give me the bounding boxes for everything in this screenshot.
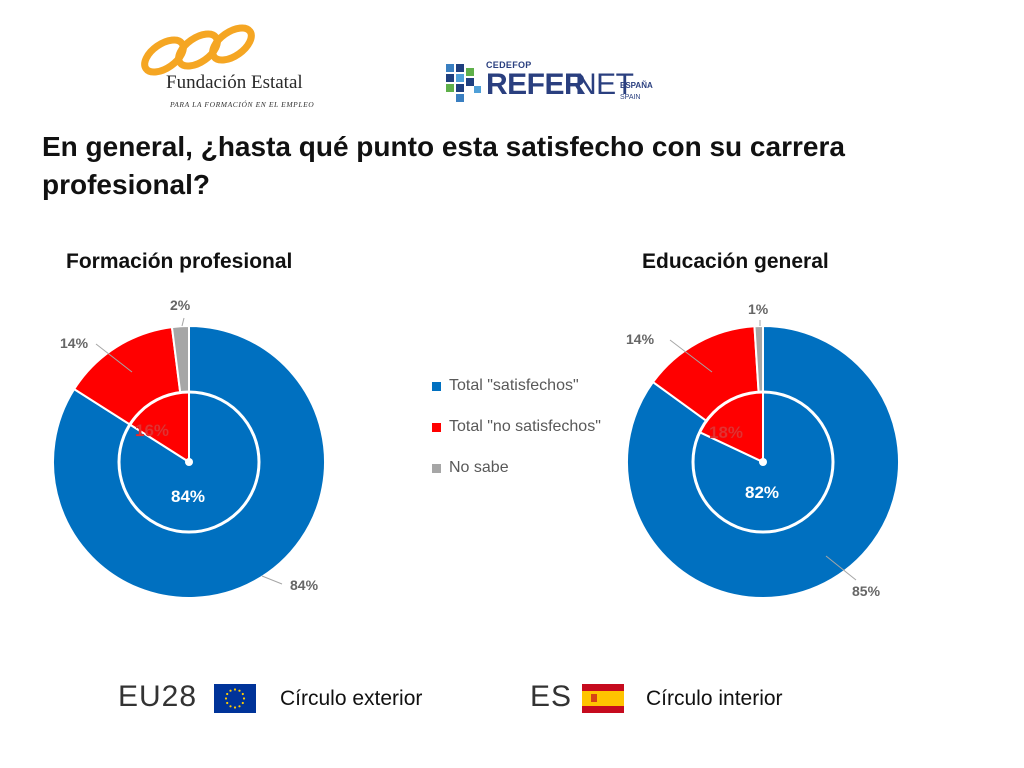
refernet-grid-icon [446,64,481,102]
general-outer-leader-1 [669,339,713,373]
refernet-net: NET [575,68,634,101]
vocational-outer-label-0: 84% [290,577,319,593]
vocational-outer-leader-1 [95,343,133,373]
spain-flag-icon [582,684,624,713]
vocational-outer-label-2: 2% [170,297,191,313]
pie-chart-general: 85% 14% 1% 82% 18% [626,301,900,599]
general-outer-leader-0 [825,555,857,581]
legend-item-unsatisfied: Total "no satisfechos" [432,415,602,438]
legend-swatch-unsatisfied [432,423,441,432]
legend-label-unknown: No sabe [449,459,509,476]
refernet-spain: SPAIN [620,94,641,101]
vocational-inner-label-1: 16% [135,421,169,440]
footer-eu-code: EU28 [118,680,198,713]
vocational-inner-label-0: 84% [171,487,205,506]
legend-item-satisfied: Total "satisfechos" [432,374,602,397]
general-inner-label-0: 82% [745,483,779,502]
vocational-outer-label-1: 14% [60,335,89,351]
footer-es-code: ES [530,680,573,713]
fundacion-estatal-logo: Fundación Estatal PARA LA FORMACIÓN EN E… [132,22,352,112]
vocational-inner-ring-border [117,390,261,534]
slide-title: En general, ¿hasta qué punto esta satisf… [42,131,845,200]
refernet-refer: REFER [486,68,586,101]
fundacion-swirl-icon [141,24,255,76]
chart-title-vocational: Formación profesional [66,250,293,273]
general-inner-label-1: 18% [709,423,743,442]
legend-label-satisfied: Total "satisfechos" [449,377,579,394]
legend-swatch-unknown [432,464,441,473]
fundacion-name: Fundación Estatal [166,72,303,93]
legend-item-unknown: No sabe [432,456,602,479]
footer-eu-label: Círculo exterior [280,687,423,710]
legend-swatch-satisfied [432,382,441,391]
vocational-center-dot [185,458,193,466]
vocational-outer-leader-0 [261,575,283,585]
general-outer-label-0: 85% [852,583,881,599]
general-inner-ring-border [691,390,835,534]
pie-chart-vocational: 84% 14% 2% 84% 16% [52,297,326,599]
fundacion-subtitle: PARA LA FORMACIÓN EN EL EMPLEO [170,100,315,109]
refernet-logo: CEDEFOP REFER NET ESPAÑA SPAIN [444,58,684,108]
eu-flag-icon [214,684,256,713]
refernet-espana: ESPAÑA [620,81,653,90]
general-center-dot [759,458,767,466]
chart-legend: Total "satisfechos" Total "no satisfecho… [432,374,602,497]
refernet-cedefop: CEDEFOP [486,60,532,70]
legend-label-unsatisfied: Total "no satisfechos" [449,418,601,435]
general-outer-label-2: 1% [748,301,769,317]
vocational-outer-leader-2 [181,317,185,327]
chart-title-general: Educación general [642,250,829,273]
general-outer-label-1: 14% [626,331,655,347]
footer-es-label: Círculo interior [646,687,783,710]
